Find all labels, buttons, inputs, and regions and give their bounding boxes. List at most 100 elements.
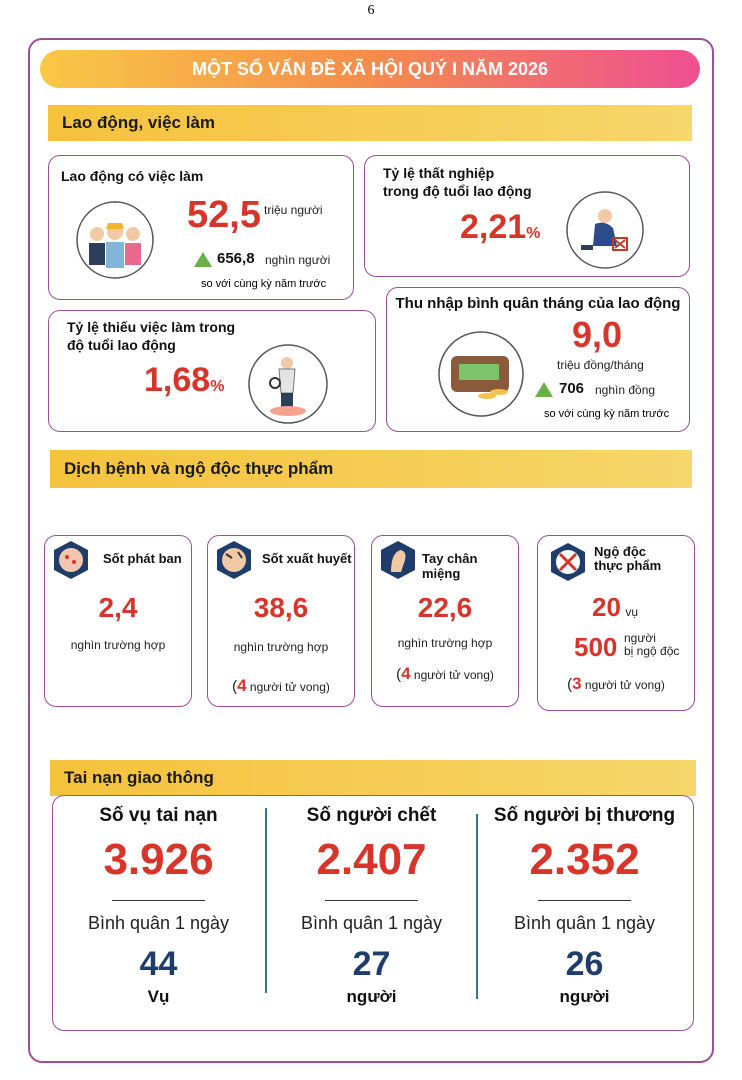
underline <box>325 900 418 901</box>
change-unit: nghìn đồng <box>595 383 656 397</box>
people-value: 500 <box>574 632 618 662</box>
note: so với cùng kỳ năm trước <box>201 278 327 290</box>
daily-value: 44 <box>139 945 178 983</box>
unit: nghìn trường hợp <box>397 636 493 650</box>
card-title: Ngộ độc thực phẩm <box>594 545 661 573</box>
deaths: (4 người tử vong) <box>372 664 518 684</box>
searching-icon <box>248 344 328 424</box>
daily-label: Bình quân 1 ngày <box>87 913 230 933</box>
cases-unit: vụ <box>625 605 639 619</box>
underemployment-card: Tỷ lệ thiếu việc làm trong độ tuổi lao đ… <box>48 310 376 432</box>
deaths-value: 4 <box>237 676 247 695</box>
deaths: (4 người tử vong) <box>208 676 354 696</box>
divider <box>265 808 267 993</box>
note: so với cùng kỳ năm trước <box>544 408 670 420</box>
underline <box>538 900 631 901</box>
up-arrow <box>535 382 553 397</box>
people-unit: người bị ngộ độc <box>624 632 679 658</box>
wallet-icon <box>438 331 524 417</box>
label-line: trong độ tuổi lao động <box>383 183 532 199</box>
label: Lao động có việc làm <box>61 168 204 184</box>
traffic-column: Số vụ tai nạn 3.926 Bình quân 1 ngày 44 Vụ <box>52 795 265 1031</box>
unit-line: người <box>624 631 656 645</box>
disease-icon <box>217 541 251 579</box>
workers-icon <box>76 201 154 279</box>
paren: ( <box>232 678 238 695</box>
label-line: Tỷ lệ thất nghiệp <box>383 165 495 181</box>
label: Tỷ lệ thất nghiệp trong độ tuổi lao động <box>383 164 532 200</box>
disease-card: Sốt xuất huyết 38,6 nghìn trường hợp (4 … <box>207 535 355 707</box>
income-card: Thu nhập bình quân tháng của lao động 9,… <box>386 287 690 432</box>
value: 2.407 <box>316 835 427 884</box>
card-title: Sốt phát ban <box>103 551 182 566</box>
underline <box>112 900 205 901</box>
traffic-box <box>52 795 694 1031</box>
column-title: Số người chết <box>306 805 437 826</box>
deaths-text: người tử vong) <box>584 678 665 692</box>
value: 22,6 <box>417 592 473 623</box>
paren: ( <box>396 666 402 683</box>
change-unit: nghìn người <box>265 253 331 267</box>
title-line: Ngộ độc <box>594 544 646 559</box>
value: 2.352 <box>529 835 640 884</box>
section-heading: Tai nạn giao thông <box>50 760 696 796</box>
card-title: Sốt xuất huyết <box>262 551 352 566</box>
value-number: 1,68 <box>144 361 211 399</box>
employed-card: Lao động có việc làm 52,5 triệu người 65… <box>48 155 354 300</box>
disease-card: Tay chân miệng 22,6 nghìn trường hợp (4 … <box>371 535 519 707</box>
deaths-text: người tử vong) <box>249 680 330 694</box>
daily-label: Bình quân 1 ngày <box>300 913 443 933</box>
cases-value: 20 <box>592 592 621 622</box>
disease-card: Sốt phát ban 2,4 nghìn trường hợp <box>44 535 192 707</box>
deaths-value: 3 <box>572 674 582 693</box>
cases: 20 vụ <box>592 592 638 623</box>
section-heading: Dịch bệnh và ngộ độc thực phẩm <box>50 450 692 488</box>
title-line: thực phẩm <box>594 558 662 573</box>
unit: nghìn trường hợp <box>70 638 166 652</box>
unit: nghìn trường hợp <box>233 640 329 654</box>
deaths-value: 4 <box>401 664 411 683</box>
unit: triệu người <box>264 203 323 217</box>
frame <box>28 38 714 1063</box>
section-heading: Lao động, việc làm <box>48 105 692 141</box>
column-title: Số vụ tai nạn <box>99 805 218 826</box>
label: Thu nhập bình quân tháng của lao động <box>395 295 681 312</box>
unemployed-icon <box>566 191 644 269</box>
unit: triệu đồng/tháng <box>557 358 644 372</box>
paren: ( <box>567 676 573 693</box>
value-unit: % <box>526 225 541 242</box>
card-title: Tay chân miệng <box>422 551 478 581</box>
value: 1,68% <box>144 361 224 400</box>
value: 2,21% <box>460 208 540 247</box>
daily-value: 26 <box>565 945 604 983</box>
title: MỘT SỐ VẤN ĐỀ XÃ HỘI QUÝ I NĂM 2026 <box>40 50 700 88</box>
disease-card: Ngộ độc thực phẩm 20 vụ 500 người bị ngộ… <box>537 535 695 711</box>
deaths-text: người tử vong) <box>413 668 494 682</box>
label-line: độ tuổi lao động <box>67 337 176 353</box>
value: 52,5 <box>187 194 261 236</box>
unemployment-card: Tỷ lệ thất nghiệp trong độ tuổi lao động… <box>364 155 690 277</box>
deaths: (3 người tử vong) <box>538 674 694 694</box>
value: 2,4 <box>98 592 138 623</box>
page-number: 6 <box>367 3 375 18</box>
traffic-column: Số người chết 2.407 Bình quân 1 ngày 27 ngườ… <box>265 795 478 1031</box>
daily-unit: người <box>559 987 610 1006</box>
label: Tỷ lệ thiếu việc làm trong độ tuổi lao đ… <box>67 318 235 354</box>
disease-icon <box>551 543 585 581</box>
value-number: 2,21 <box>460 208 527 246</box>
daily-unit: Vụ <box>147 987 170 1006</box>
up-arrow <box>194 252 212 267</box>
unit-line: bị ngộ độc <box>624 644 680 658</box>
change: 706 <box>559 380 585 397</box>
daily-value: 27 <box>352 945 391 983</box>
disease-icon <box>381 541 415 579</box>
label-line: Tỷ lệ thiếu việc làm trong <box>67 319 236 335</box>
daily-label: Bình quân 1 ngày <box>513 913 656 933</box>
value: 38,6 <box>253 592 309 623</box>
disease-icon <box>54 541 88 579</box>
traffic-column: Số người bị thương 2.352 Bình quân 1 ngày 2… <box>478 795 691 1031</box>
daily-unit: người <box>346 987 397 1006</box>
value-unit: % <box>210 378 225 395</box>
divider <box>476 814 478 999</box>
